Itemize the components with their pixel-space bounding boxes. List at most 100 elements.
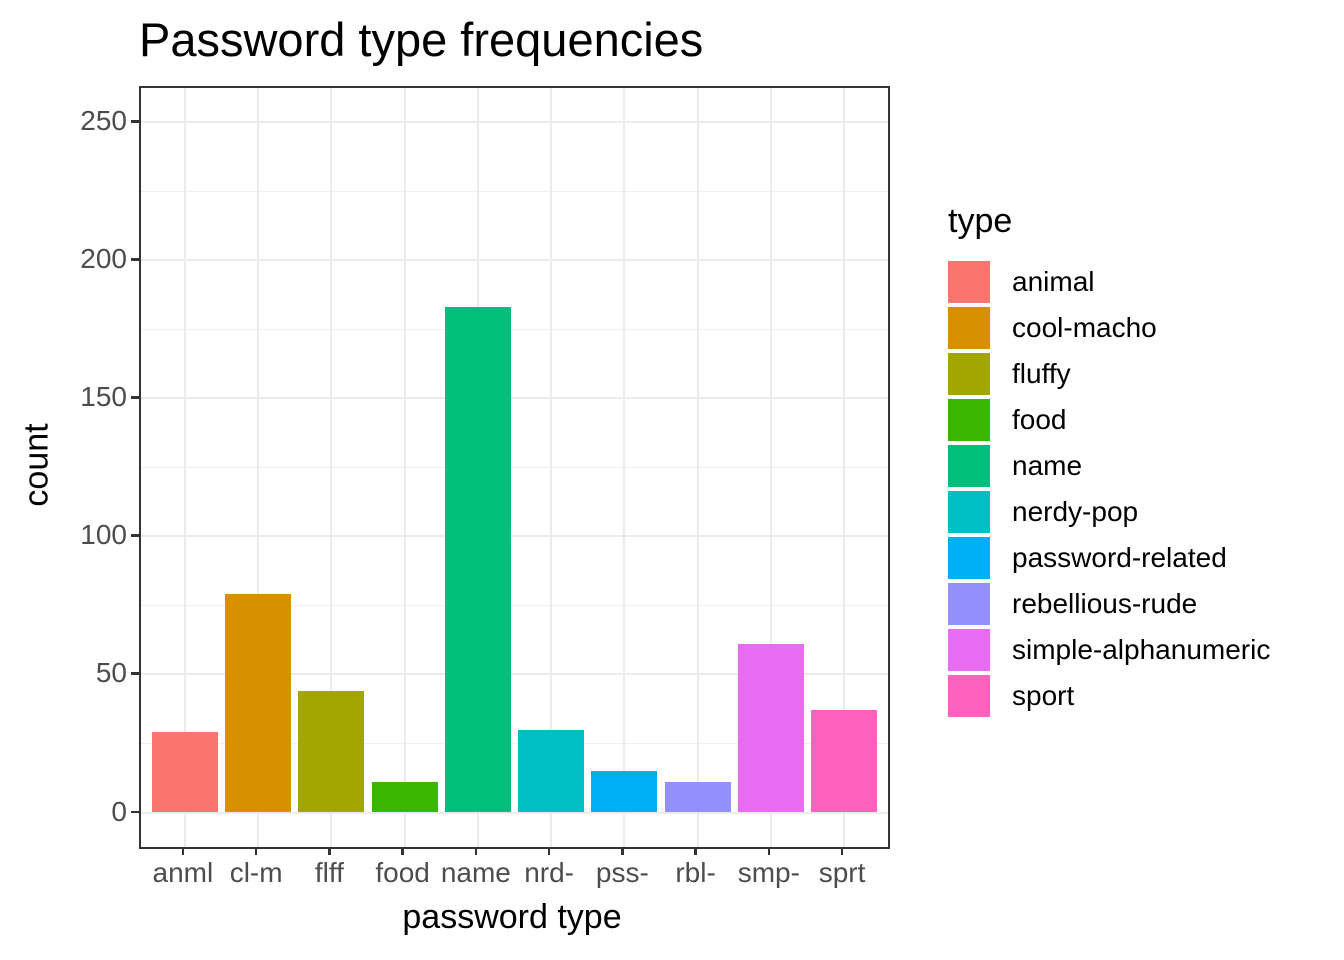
y-axis-title: count — [17, 423, 56, 507]
y-tick-0 — [131, 810, 139, 813]
bar-nrd- — [518, 729, 585, 813]
legend-item-nerdy-pop: nerdy-pop — [948, 491, 1338, 533]
y-tick-label-200: 200 — [80, 243, 127, 275]
legend-label-fluffy: fluffy — [1012, 358, 1071, 389]
legend-item-rebellious-rude: rebellious-rude — [948, 583, 1338, 625]
bar-flff — [298, 691, 365, 813]
x-tick-label-anml: anml — [152, 857, 214, 888]
bar-anml — [151, 732, 218, 813]
x-tick-smp- — [767, 847, 771, 855]
legend-swatch-food — [948, 399, 990, 441]
chart-title: Password type frequencies — [139, 13, 704, 66]
legend: type animal cool-macho fluffy food name nerdy… — [948, 202, 1338, 721]
x-tick-label-name: name — [440, 857, 511, 888]
legend-item-name: name — [948, 445, 1338, 487]
y-tick-100 — [131, 534, 139, 537]
bar-sprt — [811, 710, 878, 813]
gridline-major — [141, 121, 888, 124]
gridline-vertical-cl-m — [257, 88, 260, 847]
legend-label-rebellious-rude: rebellious-rude — [1012, 588, 1198, 619]
gridline-vertical-pss- — [623, 88, 626, 847]
x-tick-food — [401, 847, 404, 855]
x-tick-rbl- — [694, 847, 697, 855]
x-tick-label-sprt: sprt — [818, 857, 866, 888]
gridline-minor — [141, 742, 888, 744]
gridline-major — [141, 397, 888, 400]
legend-label-cool-macho: cool-macho — [1012, 312, 1157, 343]
bar-cl-m — [225, 594, 292, 813]
gridline-minor — [141, 604, 888, 606]
legend-label-sport: sport — [1012, 680, 1075, 711]
gridline-minor — [141, 190, 888, 192]
gridline-major — [141, 673, 888, 676]
x-tick-label-rbl-: rbl- — [675, 857, 716, 888]
y-tick-label-250: 250 — [80, 105, 127, 137]
legend-swatch-fluffy — [948, 353, 990, 395]
bar-rbl- — [664, 782, 731, 813]
gridline-major — [141, 811, 888, 814]
legend-item-food: food — [948, 399, 1338, 441]
x-tick-label-nrd-: nrd- — [524, 857, 574, 888]
x-axis-title: password type — [402, 898, 622, 936]
gridline-major — [141, 259, 888, 262]
gridline-vertical-smp- — [769, 88, 772, 847]
legend-swatch-simple-alphanumeric — [948, 629, 990, 671]
gridline-vertical-sprt — [843, 88, 846, 847]
legend-label-animal: animal — [1012, 266, 1095, 297]
y-tick-label-50: 50 — [95, 657, 127, 689]
gridline-vertical-rbl- — [696, 88, 699, 847]
gridline-major — [141, 535, 888, 538]
gridline-vertical-anml — [183, 88, 186, 847]
y-tick-200 — [131, 258, 139, 261]
x-tick-label-pss-: pss- — [595, 857, 649, 888]
x-tick-label-smp-: smp- — [737, 857, 800, 888]
bar-name — [444, 307, 511, 813]
x-tick-label-flff: flff — [314, 857, 344, 888]
gridline-vertical-flff — [330, 88, 333, 847]
x-tick-anml — [181, 847, 185, 855]
legend-swatch-cool-macho — [948, 307, 990, 349]
y-tick-label-100: 100 — [80, 519, 127, 551]
y-tick-150 — [131, 396, 139, 399]
legend-label-name: name — [1012, 450, 1083, 481]
legend-swatch-rebellious-rude — [948, 583, 990, 625]
x-tick-nrd- — [547, 847, 551, 855]
bar-smp- — [737, 644, 804, 813]
x-tick-pss- — [621, 847, 624, 855]
y-tick-250 — [131, 120, 139, 123]
x-tick-flff — [328, 847, 331, 855]
legend-item-sport: sport — [948, 675, 1338, 717]
y-tick-label-150: 150 — [80, 381, 127, 413]
legend-swatch-nerdy-pop — [948, 491, 990, 533]
gridline-minor — [141, 328, 888, 330]
legend-label-nerdy-pop: nerdy-pop — [1012, 496, 1139, 527]
gridline-vertical-food — [403, 88, 406, 847]
y-tick-50 — [131, 672, 139, 675]
legend-swatch-name — [948, 445, 990, 487]
plot-panel — [139, 86, 890, 849]
x-tick-sprt — [840, 847, 844, 855]
legend-swatch-animal — [948, 261, 990, 303]
legend-label-password-related: password-related — [1012, 542, 1227, 573]
bar-pss- — [591, 771, 658, 813]
legend-item-simple-alphanumeric: simple-alphanumeric — [948, 629, 1338, 671]
legend-swatch-password-related — [948, 537, 990, 579]
legend-item-fluffy: fluffy — [948, 353, 1338, 395]
x-tick-label-cl-m: cl-m — [229, 857, 283, 888]
legend-title: type — [948, 202, 1013, 240]
gridline-minor — [141, 466, 888, 468]
bar-food — [371, 782, 438, 813]
legend-swatch-sport — [948, 675, 990, 717]
y-tick-label-0: 0 — [111, 795, 127, 827]
legend-label-simple-alphanumeric: simple-alphanumeric — [1012, 634, 1271, 665]
legend-item-animal: animal — [948, 261, 1338, 303]
legend-item-cool-macho: cool-macho — [948, 307, 1338, 349]
legend-label-food: food — [1012, 404, 1067, 435]
legend-items: animal cool-macho fluffy food name nerdy-pop p… — [948, 261, 1338, 717]
gridline-vertical-nrd- — [550, 88, 553, 847]
x-tick-cl-m — [254, 847, 258, 855]
x-tick-name — [474, 847, 478, 855]
x-tick-label-food: food — [375, 857, 430, 888]
legend-item-password-related: password-related — [948, 537, 1338, 579]
